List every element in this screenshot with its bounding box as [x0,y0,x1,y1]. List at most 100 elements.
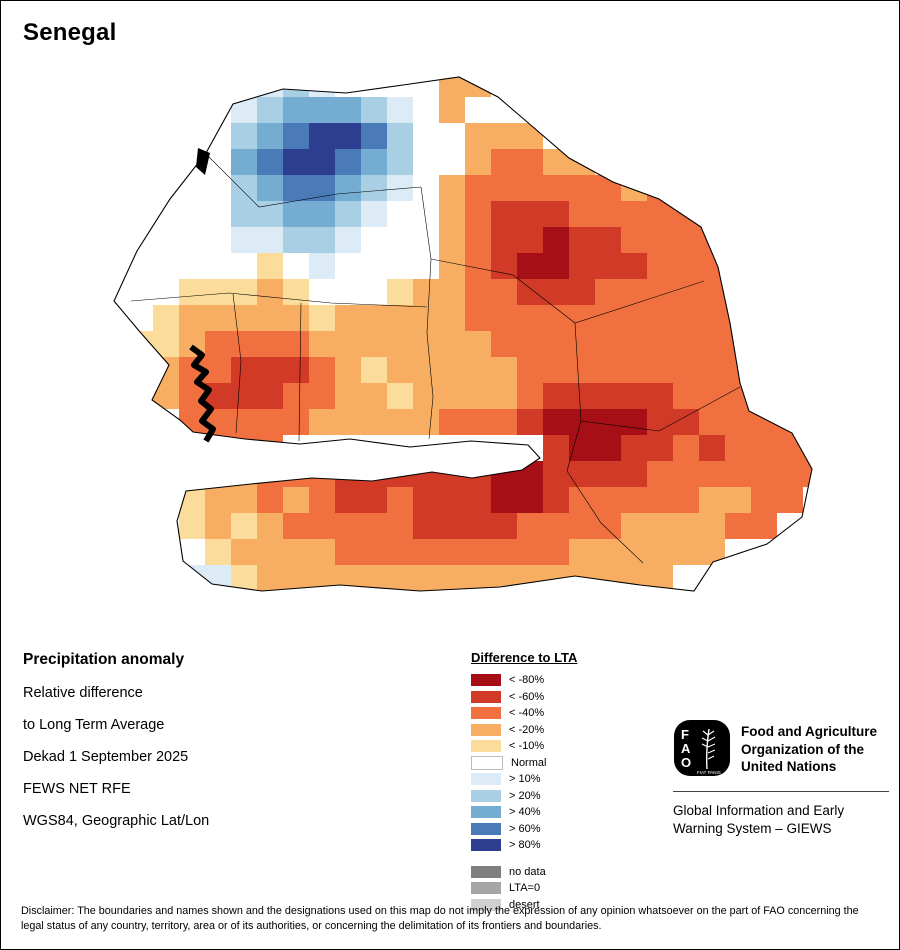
raster-cell [361,253,387,279]
raster-cell [309,253,335,279]
raster-cell [725,227,751,253]
raster-cell [543,331,569,357]
raster-cell [309,77,335,97]
raster-cell [725,253,751,279]
map-caption-block: Precipitation anomaly Relative differenc… [23,651,209,829]
raster-cell [725,513,751,539]
raster-cell [335,383,361,409]
raster-cell [751,279,777,305]
raster-cell [595,539,621,565]
raster-cell [595,331,621,357]
raster-cell [231,227,257,253]
raster-cell [673,305,699,331]
raster-cell [491,487,517,513]
raster-cell [387,279,413,305]
raster-cell [283,305,309,331]
raster-cell [413,77,439,97]
admin-boundary [232,293,242,434]
raster-cell [309,201,335,227]
raster-cell [413,149,439,175]
raster-cell [517,227,543,253]
raster-cell [647,305,673,331]
raster-cell [205,253,231,279]
raster-cell [673,461,699,487]
raster-cell [179,227,205,253]
raster-cell [283,201,309,227]
raster-cell [257,331,283,357]
raster-cell [283,123,309,149]
legend-swatch [471,707,501,720]
raster-cell [309,461,335,487]
raster-cell [491,201,517,227]
legend-item: > 20% [471,788,621,805]
raster-cell [413,123,439,149]
raster-cell [491,383,517,409]
raster-cell [257,123,283,149]
raster-cell [257,175,283,201]
raster-cell [361,409,387,435]
raster-cell [465,513,491,539]
raster-cell [465,331,491,357]
raster-cell [231,201,257,227]
legend: Difference to LTA < -80% < -60% < -40% < -2… [471,649,621,913]
raster-cell [257,97,283,123]
raster-cell [595,253,621,279]
raster-cell [699,279,725,305]
raster-cell [491,149,517,175]
legend-item: > 60% [471,821,621,838]
legend-item: < -60% [471,689,621,706]
raster-cell [231,513,257,539]
raster-cell [309,123,335,149]
raster-cell [751,357,777,383]
raster-cell [335,253,361,279]
raster-cell [517,487,543,513]
raster-cell [569,539,595,565]
raster-cell [517,409,543,435]
raster-cell [335,201,361,227]
raster-cell [231,331,257,357]
raster-cell [699,539,725,565]
raster-cell [569,383,595,409]
senegal-anomaly-map [113,76,813,592]
raster-cell [647,227,673,253]
org-name-line: United Nations [741,759,837,775]
raster-cell [335,227,361,253]
raster-cell [803,435,812,461]
raster-cell [413,97,439,123]
raster-cell [465,149,491,175]
raster-cell [439,357,465,383]
raster-cell [465,175,491,201]
raster-cell [335,461,361,487]
raster-cell [361,513,387,539]
raster-cell [465,253,491,279]
country-border [113,76,813,592]
raster-cell [283,149,309,175]
raster-cell [491,305,517,331]
raster-cell [205,539,231,565]
fao-block: F A O FIAT PANIS Food and Agriculture Or… [673,719,889,838]
raster-cell [751,513,777,539]
raster-cell [621,383,647,409]
raster-cell [231,565,257,591]
raster-cell [439,123,465,149]
raster-cell [231,123,257,149]
raster-cell [491,331,517,357]
raster-cell [595,565,621,591]
org-name: Food and Agriculture Organization of the… [741,719,877,776]
raster-cell [777,487,803,513]
raster-cell [517,149,543,175]
raster-cell [595,201,621,227]
raster-cell [257,357,283,383]
raster-cell [647,487,673,513]
raster-cell [699,201,725,227]
legend-label: < -80% [509,674,545,687]
legend-swatch [471,674,501,687]
raster-cell [361,227,387,253]
giews-label: Global Information and Early Warning Sys… [673,802,889,838]
raster-cell [231,175,257,201]
fao-logo-icon: F A O FIAT PANIS [674,720,730,776]
raster-cell [569,227,595,253]
raster-cell [543,357,569,383]
raster-cell [387,487,413,513]
raster-cell [231,253,257,279]
